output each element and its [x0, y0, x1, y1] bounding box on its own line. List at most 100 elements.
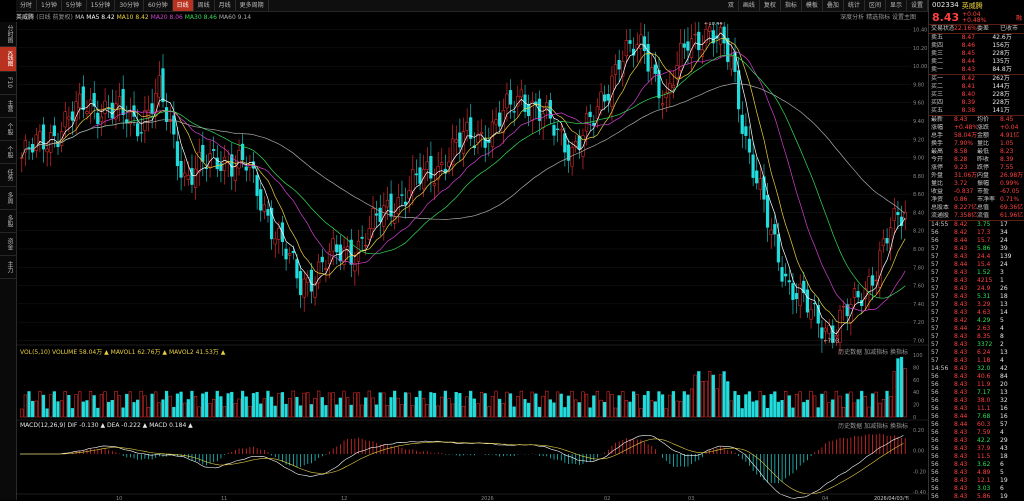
- left-tab-6[interactable]: 任务中心: [0, 164, 16, 187]
- toolbar-tool-2[interactable]: 复权: [760, 0, 781, 11]
- candle-body-20: [92, 93, 96, 107]
- macdctrl-btn-1[interactable]: 加减指标: [864, 423, 890, 430]
- vol-bar-60: [237, 398, 241, 418]
- left-tab-3[interactable]: 主营业务: [0, 95, 16, 118]
- tick-row-12: 57 8.42 4.29 5: [929, 317, 1024, 325]
- ask-row-1-c2: 156万: [992, 42, 1010, 49]
- candle-body-147: [552, 124, 556, 136]
- candle-body-113: [429, 156, 433, 179]
- left-tab-8[interactable]: 多股: [0, 210, 16, 233]
- candle-body-174: [650, 67, 654, 79]
- period-tab-2[interactable]: 5分钟: [62, 0, 87, 11]
- tick-row-20-c2: 11.9: [977, 381, 991, 388]
- tick-row-26: 56 8.43 7.59 4: [929, 429, 1024, 437]
- vol-bar-104: [396, 397, 400, 418]
- vol-bar-211: [784, 390, 788, 418]
- price-tick-3: 9.80: [913, 82, 924, 88]
- candle-body-136: [512, 111, 516, 113]
- candle-body-18: [85, 111, 89, 114]
- mainctrl-btn-1[interactable]: 精选指标: [866, 14, 892, 21]
- vol-bar-7: [45, 408, 49, 418]
- period-tab-9[interactable]: 更多周期: [236, 0, 269, 11]
- toolbar-tool-7[interactable]: 区间: [865, 0, 886, 11]
- toolbar-tool-4[interactable]: 模板: [802, 0, 823, 11]
- stat-row-3: 换手 7.90% 量比 1.05: [929, 140, 1024, 148]
- toolbar-tool-1[interactable]: 画线: [739, 0, 760, 11]
- mainctrl-btn-2[interactable]: 设置主图: [891, 14, 916, 21]
- macdctrl-btn-2[interactable]: 换指标: [889, 423, 908, 430]
- toolbar-tool-5[interactable]: 叠加: [823, 0, 844, 11]
- tick-row-15-c2: 3372: [977, 341, 993, 348]
- candle-body-119: [450, 138, 455, 165]
- mainctrl-btn-0[interactable]: 深度分析: [840, 14, 867, 21]
- period-tab-1[interactable]: 1分钟: [37, 0, 62, 11]
- tick-row-9-c3: 18: [1000, 293, 1008, 300]
- tick-row-7-c1: 8.43: [954, 277, 968, 284]
- vol-bar-85: [327, 392, 332, 418]
- tick-row-11-c3: 14: [1000, 309, 1008, 316]
- vol-bar-50: [201, 393, 205, 418]
- macdctrl-btn-0[interactable]: 历史数据: [838, 423, 865, 430]
- left-tab-4[interactable]: 个股研究: [0, 118, 16, 141]
- candle-body-47: [190, 168, 194, 185]
- period-tab-6[interactable]: 日线: [172, 0, 194, 11]
- tick-row-34: 56 8.43 5.86 19: [929, 493, 1024, 501]
- vol-bar-114: [432, 392, 437, 418]
- volctrl-btn-0[interactable]: 历史数据: [838, 349, 865, 356]
- period-tab-8[interactable]: 月线: [215, 0, 236, 11]
- ma-legend-1: MA5 8.42: [86, 14, 117, 21]
- candle-body-17: [81, 86, 85, 110]
- vol-bar-233: [863, 396, 867, 418]
- tick-row-8: 57 8.43 24.9 26: [929, 285, 1024, 293]
- toolbar-tool-3[interactable]: 指标: [781, 0, 802, 11]
- candle-body-186: [693, 33, 697, 36]
- left-tab-1[interactable]: K线图: [0, 47, 16, 72]
- candle-body-120: [454, 139, 458, 143]
- left-tab-9[interactable]: 资金: [0, 233, 16, 256]
- ask-row-3-c1: 8.44: [961, 58, 976, 65]
- candle-body-19: [88, 99, 93, 114]
- left-tab-5[interactable]: 个股全览: [0, 141, 16, 164]
- candle-body-21: [96, 112, 100, 125]
- kline-chart[interactable]: 10.40 10.20 10.00 9.80 9.60 9.40 9.20 9.00 8.80 8…: [16, 22, 928, 500]
- tick-row-14-c0: 57: [931, 333, 939, 340]
- left-tab-10[interactable]: 主力监控: [0, 256, 16, 279]
- candle-body-111: [422, 169, 426, 190]
- period-tab-0[interactable]: 分时: [16, 0, 38, 11]
- toolbar-tool-9[interactable]: 设置: [907, 0, 928, 11]
- bid-row-4-c1: 8.38: [961, 107, 976, 114]
- candle-body-220: [816, 305, 820, 324]
- left-tab-0[interactable]: 分时图: [0, 22, 16, 47]
- candle-body-70: [273, 238, 277, 245]
- candle-body-228: [845, 304, 849, 317]
- candle-body-41: [168, 120, 172, 122]
- period-tab-7[interactable]: 周线: [194, 0, 215, 11]
- status-extra: 委差: [977, 25, 990, 32]
- candle-body-1: [23, 140, 27, 153]
- tick-row-33-c2: 3.03: [977, 485, 991, 492]
- stat-row-7-c2: 内盘: [977, 172, 990, 179]
- vol-bar-4: [34, 400, 38, 418]
- toolbar-tool-0[interactable]: 双: [724, 0, 739, 11]
- candle-body-48: [193, 168, 198, 188]
- tick-row-5-c1: 8.44: [954, 261, 968, 268]
- tick-row-15-c1: 8.43: [954, 341, 968, 348]
- left-tab-7[interactable]: 多周期图: [0, 187, 16, 210]
- candle-body-108: [411, 169, 415, 193]
- tick-row-25-c0: 56: [931, 421, 939, 428]
- candle-body-104: [396, 197, 400, 215]
- period-tab-3[interactable]: 15分钟: [87, 0, 116, 11]
- vol-bar-11: [59, 400, 64, 418]
- volctrl-btn-2[interactable]: 换指标: [889, 349, 908, 356]
- toolbar-tool-6[interactable]: 统计: [844, 0, 865, 11]
- volctrl-btn-1[interactable]: 加减指标: [864, 349, 890, 356]
- vol-bar-151: [566, 395, 571, 418]
- left-tab-2[interactable]: F10资料: [0, 72, 16, 95]
- period-tab-5[interactable]: 60分钟: [144, 0, 173, 11]
- ask-book: 卖五 8.47 42.6万 卖四 8.46 156万 卖三 8.45 228万 卖二 8.44 135…: [929, 33, 1024, 74]
- toolbar-tool-8[interactable]: 显示: [886, 0, 907, 11]
- candle-body-74: [288, 253, 292, 256]
- period-tab-4[interactable]: 30分钟: [115, 0, 144, 11]
- tick-row-8-c0: 57: [931, 285, 939, 292]
- vol-bar-110: [418, 390, 422, 418]
